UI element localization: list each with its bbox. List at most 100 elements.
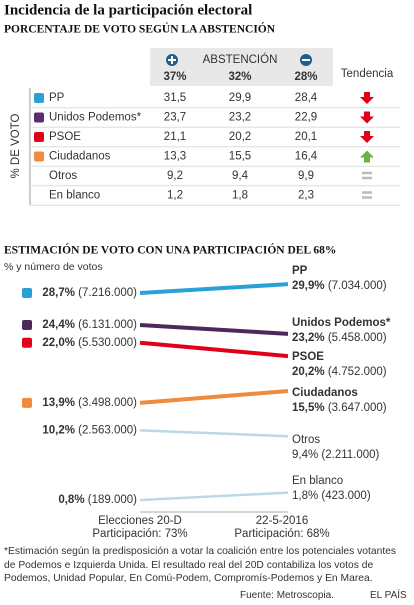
party-name: PSOE: [49, 131, 81, 143]
right-value: 15,5%: [292, 402, 325, 414]
header-bg: [150, 48, 333, 86]
chart-title: ESTIMACIÓN DE VOTO CON UNA PARTICIPACIÓN…: [4, 243, 336, 257]
right-votes: (3.647.000): [328, 402, 387, 414]
left-label: 24,4% (6.131.000): [42, 319, 137, 331]
right-label: 1,8% (423.000): [292, 490, 371, 502]
party-icon: [34, 132, 44, 142]
footnote: *Estimación según la predisposición a vo…: [4, 546, 397, 584]
slope-line: [139, 388, 289, 405]
party-name: Unidos Podemos*: [49, 112, 142, 124]
cell-value: 13,3: [164, 151, 186, 163]
title: Incidencia de la participación electoral: [4, 2, 252, 18]
cell-value: 1,8: [232, 190, 248, 202]
slope-line: [139, 491, 289, 502]
party-name: Otros: [49, 170, 77, 182]
cell-value: 16,4: [295, 151, 318, 163]
party-icon: [34, 93, 44, 103]
left-label: 10,2% (2.563.000): [42, 424, 137, 436]
cell-value: 15,5: [229, 151, 251, 163]
cell-value: 28,4: [295, 92, 318, 104]
cell-value: 20,1: [295, 131, 317, 143]
slope-line: [139, 340, 289, 359]
party-icon: [34, 151, 44, 162]
party-icon: [34, 112, 44, 123]
left-label: 13,9% (3.498.000): [42, 397, 137, 409]
cell-value: 2,3: [298, 190, 314, 202]
left-votes: (2.563.000): [78, 424, 137, 436]
series-name: Unidos Podemos*: [292, 317, 391, 329]
cell-value: 9,9: [298, 170, 314, 182]
cell-value: 20,2: [229, 131, 251, 143]
right-label: 23,2% (5.458.000): [292, 332, 387, 344]
cell-value: 22,9: [295, 112, 317, 124]
left-votes: (189.000): [88, 494, 137, 506]
plus-sign: [168, 56, 176, 64]
slope-line: [139, 429, 289, 438]
left-label: 28,7% (7.216.000): [42, 287, 137, 299]
trend-down: [360, 111, 374, 124]
right-votes: (4.752.000): [328, 366, 387, 378]
trend-down: [360, 92, 374, 104]
right-label: 9,4% (2.211.000): [292, 449, 380, 461]
right-votes: (5.458.000): [328, 332, 387, 344]
cell-value: 9,2: [167, 170, 183, 182]
left-value: 28,7%: [42, 287, 75, 299]
series-name: Otros: [292, 434, 320, 446]
trend-label: Tendencia: [341, 68, 394, 80]
series-name: PSOE: [292, 351, 324, 363]
left-value: 0,8%: [58, 494, 84, 506]
left-votes: (5.530.000): [78, 337, 137, 349]
series-name: Ciudadanos: [292, 387, 358, 399]
cell-value: 31,5: [164, 92, 186, 104]
brand: EL PAÍS: [370, 590, 407, 601]
series-name: PP: [292, 265, 308, 277]
column-label: 28%: [294, 71, 317, 83]
left-votes: (6.131.000): [78, 319, 137, 331]
right-label: 29,9% (7.034.000): [292, 280, 387, 292]
left-votes: (3.498.000): [78, 397, 137, 409]
right-votes: (423.000): [321, 490, 370, 502]
category-note: Participación: 68%: [234, 528, 329, 540]
series-name: En blanco: [292, 475, 343, 487]
party-icon: [22, 397, 32, 408]
right-value: 23,2%: [292, 332, 325, 344]
party-icon: [22, 288, 32, 299]
slope-line: [139, 282, 289, 296]
left-value: 13,9%: [42, 397, 75, 409]
party-name: En blanco: [49, 190, 100, 202]
left-votes: (7.216.000): [78, 287, 137, 299]
right-value: 9,4%: [292, 449, 318, 461]
left-label: 0,8% (189.000): [58, 494, 137, 506]
right-value: 29,9%: [292, 280, 325, 292]
source: Fuente: Metroscopia.: [240, 590, 334, 601]
graphic: Incidencia de la participación electoral…: [4, 2, 400, 540]
left-value: 24,4%: [42, 319, 75, 331]
trend-up: [360, 150, 374, 163]
party-icon: [22, 319, 32, 330]
cell-value: 21,1: [164, 131, 186, 143]
table-title: PORCENTAJE DE VOTO SEGÚN LA ABSTENCIÓN: [4, 22, 276, 36]
cell-value: 23,7: [164, 112, 186, 124]
party-icon: [22, 337, 32, 348]
right-label: 15,5% (3.647.000): [292, 402, 387, 414]
cell-value: 23,2: [229, 112, 251, 124]
cell-value: 1,2: [167, 190, 183, 202]
right-votes: (7.034.000): [328, 280, 387, 292]
trend-down: [360, 131, 374, 143]
left-value: 22,0%: [42, 337, 75, 349]
trend-equal: [362, 171, 372, 180]
right-value: 1,8%: [292, 490, 318, 502]
trend-equal: [362, 191, 372, 199]
abstention-label: ABSTENCIÓN: [203, 53, 278, 66]
slope-line: [139, 322, 289, 336]
category-label: 22-5-2016: [256, 515, 308, 527]
side-label: % DE VOTO: [10, 113, 22, 178]
right-value: 20,2%: [292, 366, 325, 378]
cell-value: 9,4: [232, 170, 249, 182]
party-name: Ciudadanos: [49, 151, 111, 163]
party-name: PP: [49, 92, 65, 104]
category-note: Participación: 73%: [92, 528, 187, 540]
category-label: Elecciones 20-D: [98, 515, 182, 527]
left-label: 22,0% (5.530.000): [42, 337, 137, 349]
